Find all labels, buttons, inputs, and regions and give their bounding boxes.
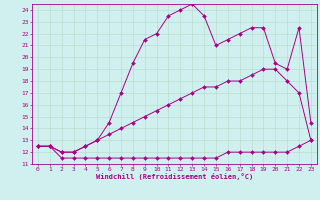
X-axis label: Windchill (Refroidissement éolien,°C): Windchill (Refroidissement éolien,°C) bbox=[96, 173, 253, 180]
